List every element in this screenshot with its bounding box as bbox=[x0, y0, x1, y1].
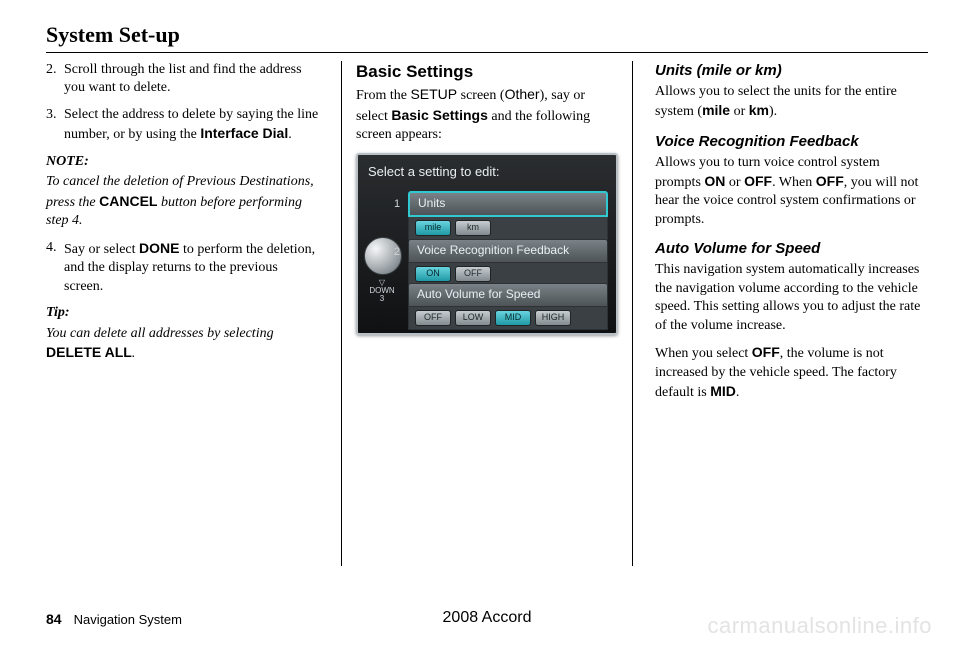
page-number: 84 bbox=[46, 611, 62, 627]
screenshot-title: Select a setting to edit: bbox=[368, 163, 500, 180]
column-left: 2. Scroll through the list and find the … bbox=[46, 61, 319, 566]
option-pill: OFF bbox=[455, 266, 491, 282]
row-label: Auto Volume for Speed bbox=[408, 283, 608, 307]
settings-screenshot: Select a setting to edit: ▽DOWN 3 1 Unit… bbox=[356, 153, 618, 335]
section-intro: From the SETUP screen (Other), say or se… bbox=[356, 85, 618, 144]
tip-label: Tip: bbox=[46, 304, 319, 322]
horizontal-rule bbox=[46, 52, 928, 53]
row-label: Units bbox=[408, 191, 608, 217]
column-middle: Basic Settings From the SETUP screen (Ot… bbox=[341, 61, 633, 566]
watermark-text: carmanualsonline.info bbox=[707, 613, 932, 639]
footer-model: 2008 Accord bbox=[443, 609, 532, 627]
row-label: Voice Recognition Feedback bbox=[408, 239, 608, 263]
option-pill: MID bbox=[495, 310, 531, 326]
step-number: 4. bbox=[46, 239, 57, 257]
subsection-heading: Units (mile or km) bbox=[655, 61, 928, 81]
footer-section: Navigation System bbox=[74, 612, 182, 627]
step-number: 2. bbox=[46, 61, 57, 79]
step-number: 3. bbox=[46, 106, 57, 124]
body-text: This navigation system automatically inc… bbox=[655, 261, 928, 335]
option-pill: ON bbox=[415, 266, 451, 282]
step-item: 4. Say or select DONE to perform the del… bbox=[46, 239, 319, 296]
tip-text: You can delete all addresses by selectin… bbox=[46, 325, 319, 364]
note-text: To cancel the deletion of Previous Desti… bbox=[46, 173, 319, 230]
body-text: Allows you to turn voice control system … bbox=[655, 154, 928, 230]
step-text: Scroll through the list and find the add… bbox=[64, 62, 302, 95]
content-columns: 2. Scroll through the list and find the … bbox=[46, 61, 928, 566]
option-pill: mile bbox=[415, 220, 451, 236]
manual-page: System Set-up 2. Scroll through the list… bbox=[0, 0, 960, 655]
step-text: Select the address to delete by saying t… bbox=[64, 107, 318, 142]
option-row: OFF LOW MID HIGH bbox=[408, 307, 608, 330]
note-label: NOTE: bbox=[46, 153, 319, 171]
row-number: 1 bbox=[394, 197, 400, 212]
steps-list: 2. Scroll through the list and find the … bbox=[46, 61, 319, 145]
page-title: System Set-up bbox=[46, 22, 928, 48]
down-indicator: ▽DOWN 3 bbox=[368, 279, 396, 303]
option-pill: km bbox=[455, 220, 491, 236]
subsection-heading: Auto Volume for Speed bbox=[655, 239, 928, 259]
option-pill: OFF bbox=[415, 310, 451, 326]
section-heading: Basic Settings bbox=[356, 61, 618, 83]
step-item: 3. Select the address to delete by sayin… bbox=[46, 106, 319, 145]
steps-list-2: 4. Say or select DONE to perform the del… bbox=[46, 239, 319, 296]
setting-row-volume: Auto Volume for Speed OFF LOW MID HIGH bbox=[408, 283, 608, 330]
row-number: 2 bbox=[394, 245, 400, 260]
setting-row-voice: 2 Voice Recognition Feedback ON OFF bbox=[408, 239, 608, 286]
step-item: 2. Scroll through the list and find the … bbox=[46, 61, 319, 98]
subsection-heading: Voice Recognition Feedback bbox=[655, 132, 928, 152]
option-row: mile km bbox=[408, 217, 608, 240]
column-right: Units (mile or km) Allows you to select … bbox=[655, 61, 928, 566]
body-text: When you select OFF, the volume is not i… bbox=[655, 343, 928, 402]
setting-row-units: 1 Units mile km bbox=[408, 191, 608, 240]
body-text: Allows you to select the units for the e… bbox=[655, 83, 928, 122]
option-pill: LOW bbox=[455, 310, 491, 326]
step-text: Say or select DONE to perform the deleti… bbox=[64, 242, 315, 294]
option-pill: HIGH bbox=[535, 310, 571, 326]
